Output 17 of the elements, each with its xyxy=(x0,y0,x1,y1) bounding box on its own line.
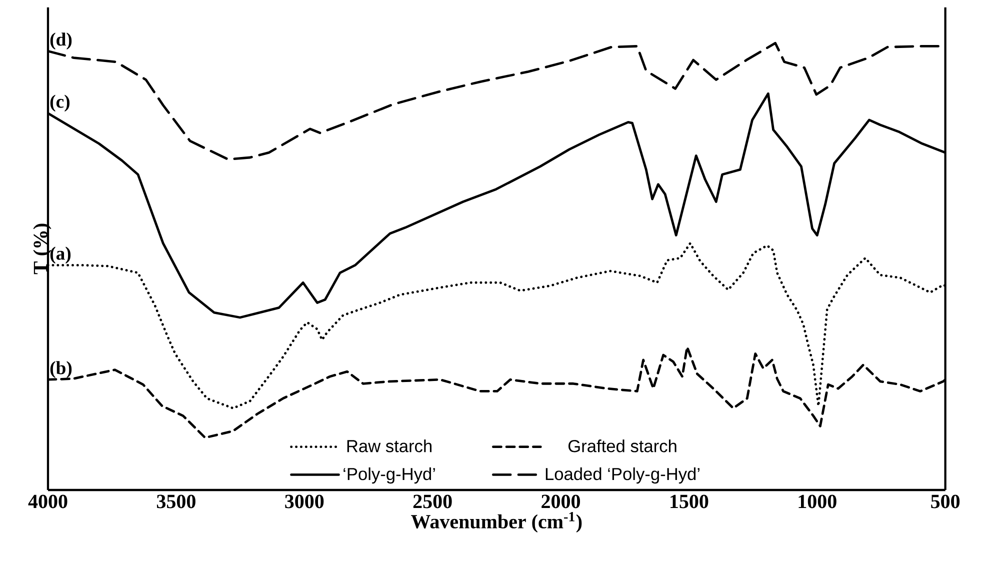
annotation: (b) xyxy=(50,361,72,378)
annotation: (a) xyxy=(50,246,71,264)
legend-label: Raw starch xyxy=(347,440,432,452)
legend-label: ‘Poly-g-Hyd’ xyxy=(344,467,435,484)
legend-label: Grafted starch xyxy=(568,440,676,452)
x-tick-label: 3500 xyxy=(156,494,196,508)
x-tick-label: 3000 xyxy=(285,494,324,508)
x-axis-title: Wavenumber (cm$^{-1}$) xyxy=(411,512,582,533)
x-tick-label: 1500 xyxy=(670,494,708,508)
annotation: (c) xyxy=(50,94,70,112)
x-tick-label: 1000 xyxy=(798,494,836,508)
annotation: (d) xyxy=(50,32,72,50)
x-tick-label: 2000 xyxy=(542,494,580,508)
x-tick-label: 4000 xyxy=(28,494,68,508)
x-tick-label: 500 xyxy=(931,494,960,508)
legend-label: Loaded ‘Poly-g-Hyd’ xyxy=(546,467,700,484)
x-tick-label: 2500 xyxy=(413,494,452,508)
